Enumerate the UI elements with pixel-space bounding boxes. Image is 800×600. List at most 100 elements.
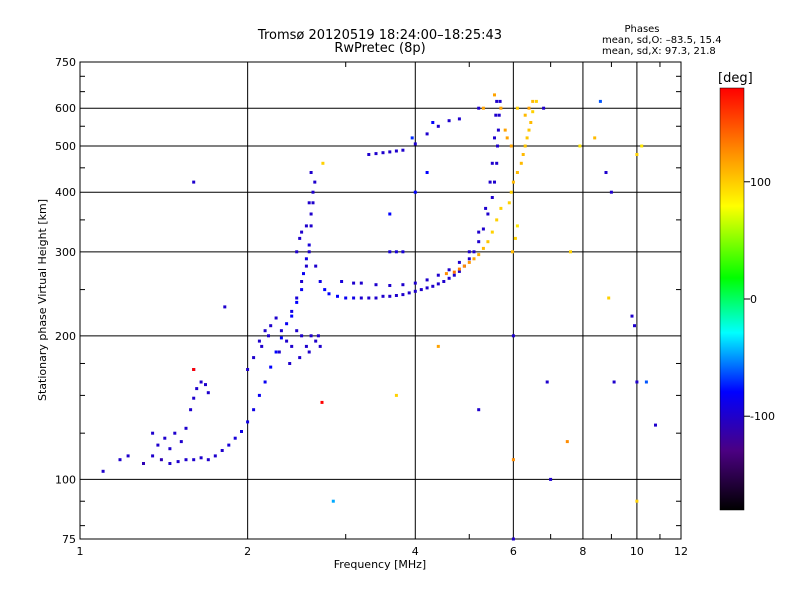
data-point <box>388 212 392 216</box>
data-point <box>220 449 224 452</box>
data-point <box>307 250 311 254</box>
data-point <box>436 273 440 277</box>
data-point <box>486 240 490 244</box>
data-point <box>436 282 440 286</box>
data-point <box>388 284 392 287</box>
data-point <box>307 350 311 354</box>
data-point <box>542 106 546 110</box>
x-tick-label: 8 <box>579 545 586 558</box>
data-point <box>367 153 371 156</box>
data-point <box>612 380 616 384</box>
data-point <box>486 212 490 216</box>
data-point <box>447 119 451 123</box>
data-point <box>277 350 281 354</box>
data-point <box>314 264 318 268</box>
data-point <box>374 296 378 300</box>
data-point <box>189 408 193 412</box>
data-point <box>598 99 602 103</box>
data-point <box>295 296 299 300</box>
data-point <box>507 201 511 205</box>
data-point <box>233 436 237 440</box>
chart-title: Tromsø 20120519 18:24:00–18:25:43 <box>257 28 503 43</box>
data-points <box>101 93 657 541</box>
data-point <box>477 408 481 412</box>
data-point <box>195 387 199 391</box>
data-point <box>511 250 514 254</box>
data-point <box>388 250 392 254</box>
data-point <box>374 152 378 156</box>
data-point <box>352 281 356 285</box>
data-point <box>320 400 324 404</box>
data-point <box>316 334 320 338</box>
data-point <box>527 128 531 132</box>
data-point <box>394 250 398 254</box>
data-point <box>298 236 302 240</box>
phases-box: Phases mean, sd,O: –83.5, 15.4 mean, sd,… <box>602 24 722 57</box>
data-point <box>635 153 639 156</box>
data-point <box>457 269 461 273</box>
data-point <box>401 283 405 287</box>
data-point <box>635 499 639 503</box>
data-point <box>213 454 217 458</box>
data-point <box>457 267 461 271</box>
data-point <box>367 296 371 300</box>
data-point <box>490 196 494 199</box>
data-point <box>565 440 569 444</box>
data-point <box>593 136 597 140</box>
data-point <box>285 339 289 343</box>
data-point <box>290 344 294 348</box>
data-point <box>101 469 105 473</box>
data-point <box>279 336 283 340</box>
data-point <box>314 339 318 343</box>
data-point <box>263 380 267 384</box>
data-point <box>462 264 466 268</box>
data-point <box>523 113 527 117</box>
data-point <box>204 383 207 387</box>
data-point <box>374 283 378 287</box>
data-point <box>607 296 611 300</box>
data-point <box>199 456 203 460</box>
data-point <box>321 161 325 165</box>
data-point <box>633 324 636 328</box>
data-point <box>545 380 549 384</box>
data-point <box>192 368 196 371</box>
data-point <box>290 309 294 313</box>
data-point <box>168 462 172 465</box>
data-point <box>118 458 122 462</box>
data-point <box>192 396 196 400</box>
data-point <box>206 458 210 462</box>
x-tick-label: 1 <box>77 545 84 558</box>
data-point <box>495 218 499 222</box>
colorbar-tick-label: 0 <box>750 293 757 306</box>
data-point <box>447 276 451 280</box>
data-point <box>578 144 582 148</box>
data-point <box>523 144 527 148</box>
x-tick-label: 12 <box>674 545 688 558</box>
data-point <box>252 408 256 412</box>
data-point <box>263 329 267 333</box>
data-point <box>495 161 499 165</box>
data-point <box>499 106 503 110</box>
data-point <box>490 230 494 234</box>
data-point <box>381 294 385 298</box>
data-point <box>604 171 608 174</box>
data-point <box>477 253 481 257</box>
data-point <box>340 280 344 283</box>
data-point <box>481 106 485 110</box>
data-point <box>304 224 308 228</box>
y-tick-label: 400 <box>55 186 76 199</box>
data-point <box>394 149 398 153</box>
data-point <box>442 280 446 283</box>
colorbar-tick-label: -100 <box>750 410 775 423</box>
data-point <box>467 260 471 264</box>
data-point <box>410 136 414 140</box>
data-point <box>298 356 302 360</box>
y-tick-label: 75 <box>62 533 76 546</box>
data-point <box>240 430 243 433</box>
data-point <box>549 477 553 481</box>
data-point <box>192 458 196 462</box>
data-point <box>425 278 429 282</box>
colorbar-label: [deg] <box>718 71 753 86</box>
data-point <box>413 289 417 293</box>
data-point <box>529 121 533 124</box>
